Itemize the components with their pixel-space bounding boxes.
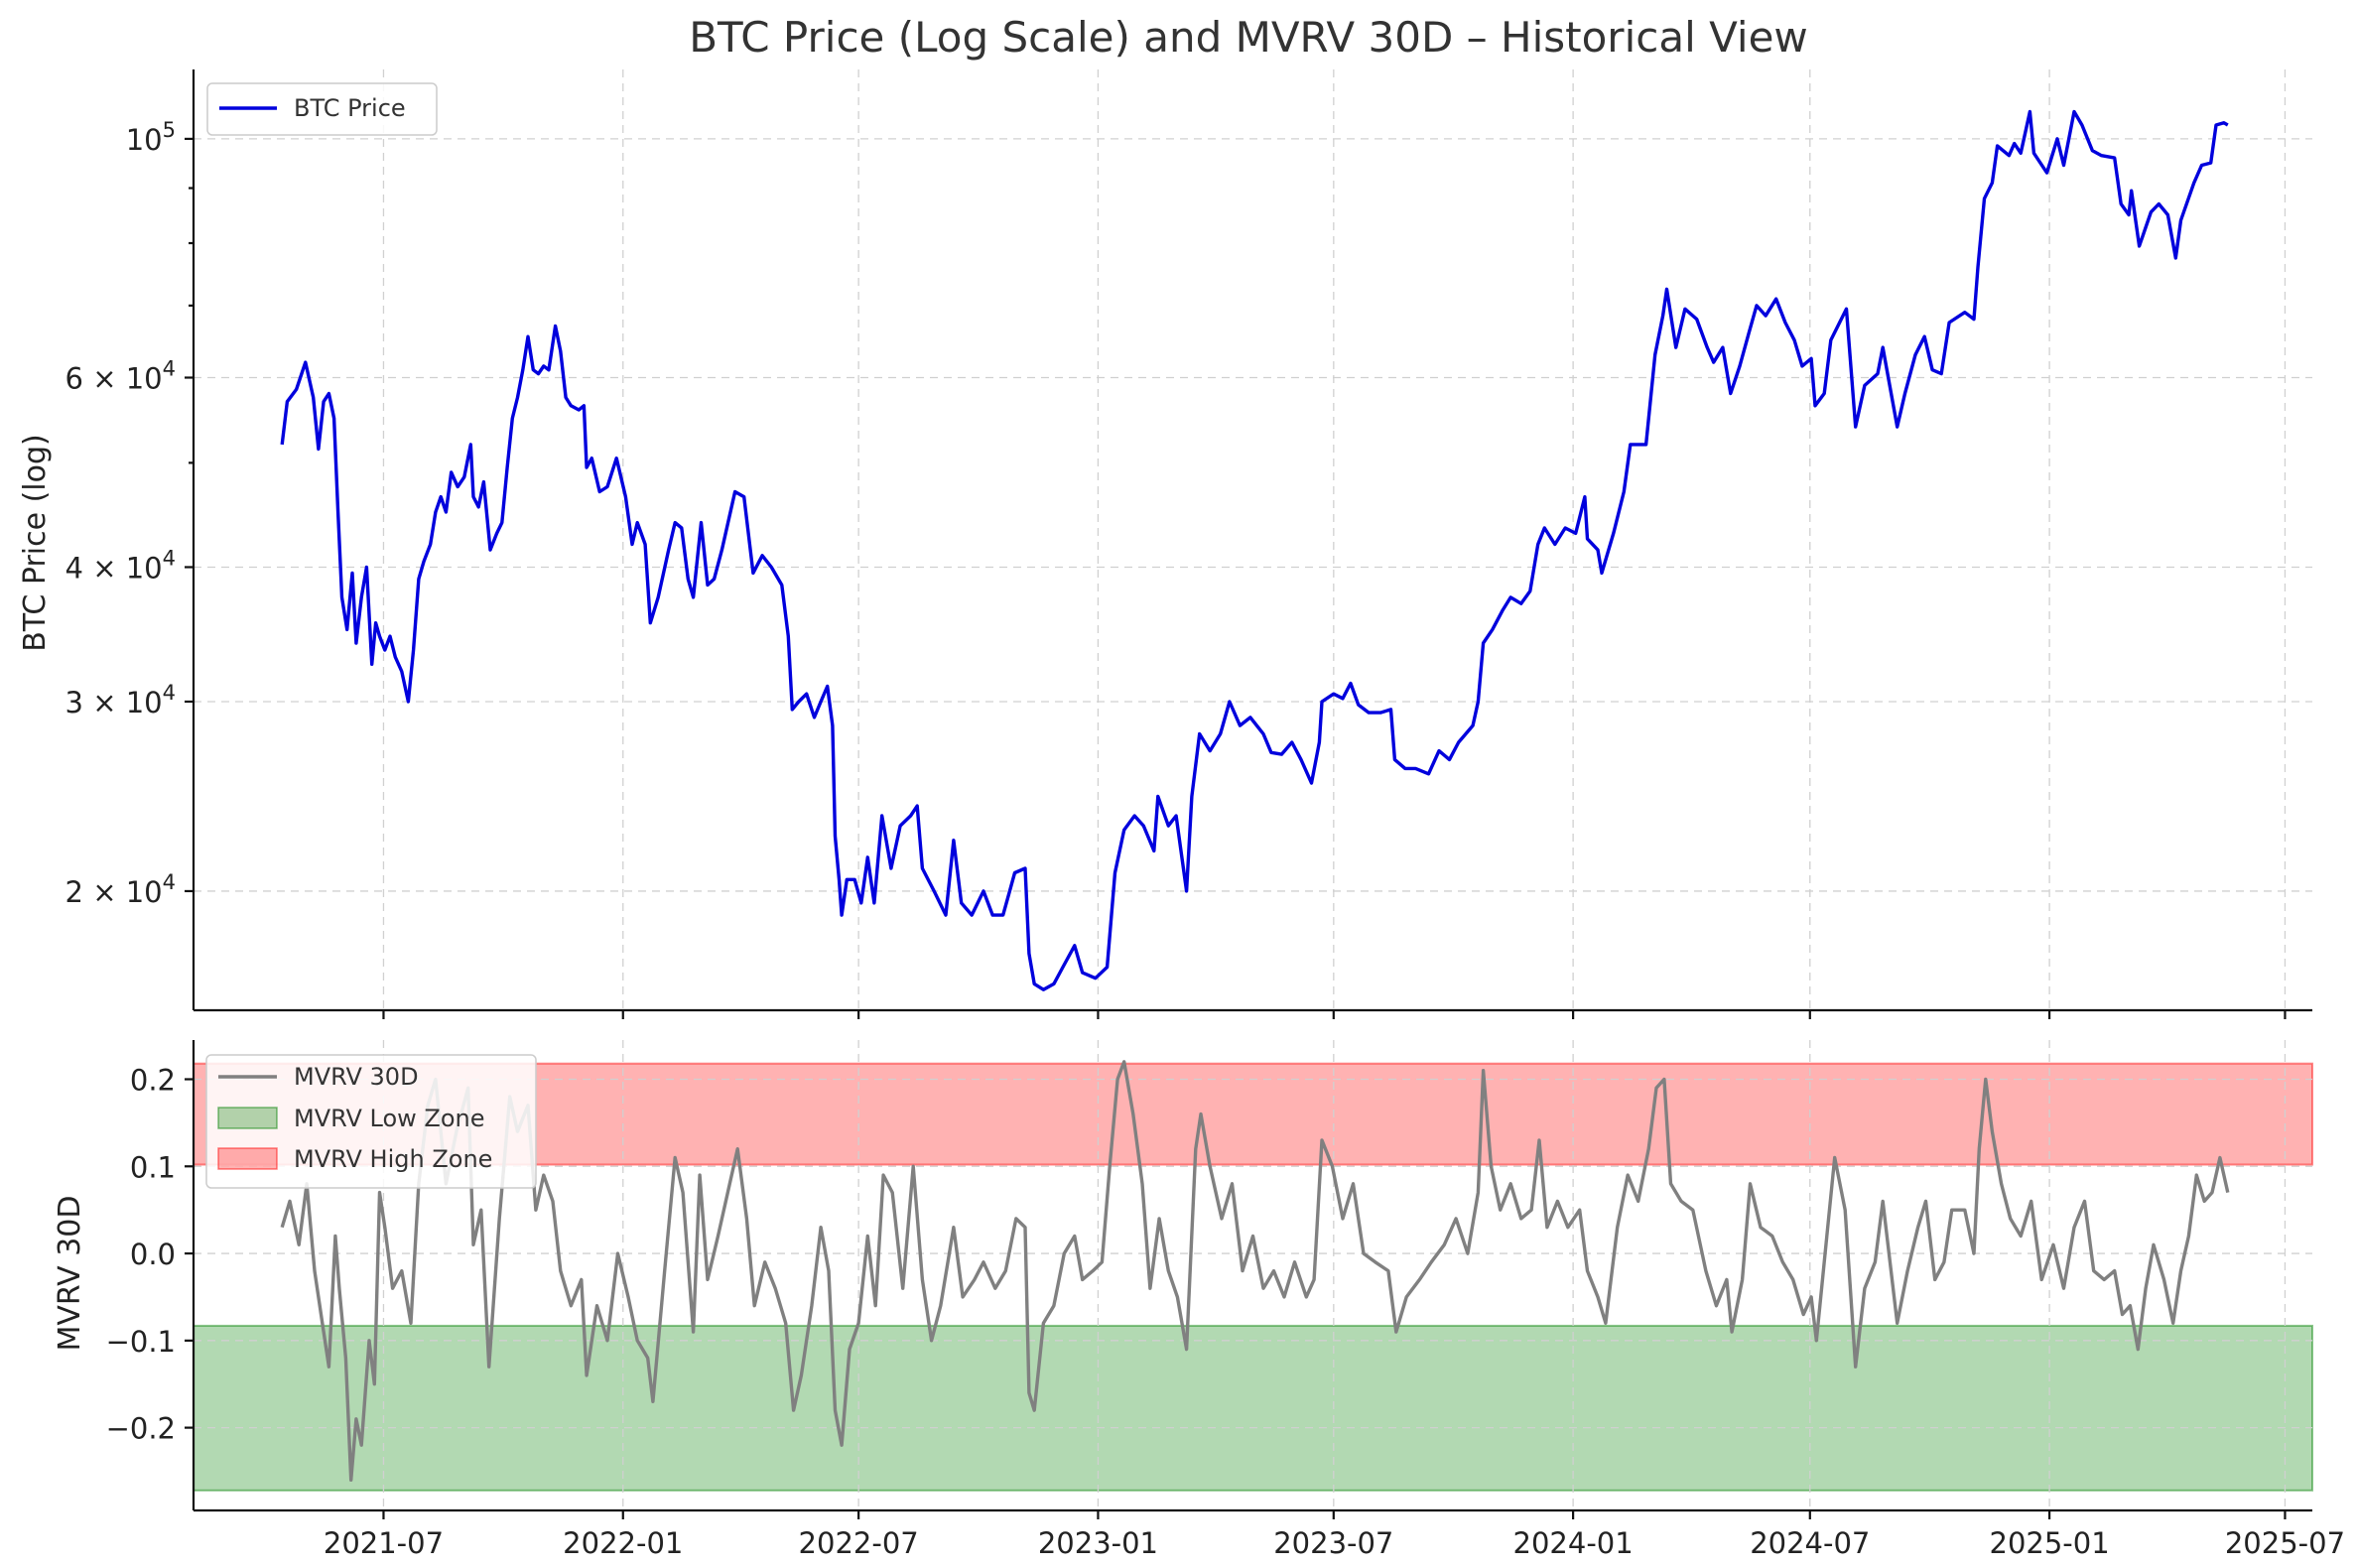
price-axes [192,69,2312,1019]
high-zone-band [193,1062,2313,1166]
high-zone-legend-swatch [217,1147,278,1170]
x-tick-label: 2022-07 [799,1526,919,1560]
price-y-tick-label: 2 × 104 [65,870,176,909]
x-tick-label: 2022-01 [563,1526,683,1560]
x-tick-label: 2024-01 [1513,1526,1634,1560]
high-zone-legend-label: MVRV High Zone [294,1145,492,1173]
price-y-tick-exponent: 4 [163,546,176,570]
price-y-tick-mantissa: 4 × 10 [65,551,163,585]
x-tick-label: 2025-01 [1990,1526,2110,1560]
price-legend-box [206,82,438,136]
price-y-tick-mantissa: 6 × 10 [65,362,163,396]
price-y-tick-exponent: 4 [163,681,176,705]
price-y-tick-exponent: 4 [163,870,176,894]
price-y-tick-exponent: 4 [163,357,176,381]
btc-price-line [280,109,2229,991]
low-zone-legend-swatch [217,1107,278,1129]
x-tick-label: 2025-07 [2225,1526,2345,1560]
mvrv-y-ticks: 0.2 0.1 0.0 −0.1 −0.2 [106,1064,194,1446]
price-y-axis-label: BTC Price (log) [18,434,53,652]
mvrv-y-axis-label: MVRV 30D [53,1196,87,1352]
x-tick-label: 2023-01 [1038,1526,1158,1560]
mvrv-bands [193,1062,2313,1492]
mvrv-y-tick-label: 0.2 [130,1064,176,1098]
low-zone-band [193,1324,2313,1492]
price-y-tick-label: 3 × 104 [65,681,176,719]
price-y-tick-label: 6 × 104 [65,357,176,396]
price-y-tick-label: 105 [126,118,176,157]
price-legend-label: BTC Price [294,94,406,122]
mvrv-y-tick-label: 0.1 [130,1150,176,1184]
x-tick-label: 2024-07 [1750,1526,1870,1560]
mvrv-y-tick-label: −0.2 [106,1412,176,1446]
chart-title: BTC Price (Log Scale) and MVRV 30D – His… [689,13,1808,62]
x-axis-ticks: 2021-07 2022-01 2022-07 2023-01 2023-07 2024-… [324,1510,2345,1560]
x-tick-label: 2021-07 [324,1526,444,1560]
mvrv-series [280,1060,2230,1483]
low-zone-legend-label: MVRV Low Zone [294,1105,485,1132]
mvrv-panel: 0.20.10.0−0.1−0.2 2021-07 2022-01 2022-07 2… [53,1040,2345,1560]
mvrv-30d-line [280,1060,2230,1483]
price-y-tick-mantissa: 3 × 10 [65,686,163,719]
price-y-tick-label: 4 × 104 [65,546,176,585]
price-legend: BTC Price [206,82,438,136]
mvrv-axes [192,1040,2312,1512]
mvrv-grid [194,1040,2312,1510]
mvrv-legend: MVRV 30D MVRV Low Zone MVRV High Zone [205,1054,537,1189]
mvrv-y-tick-label: −0.1 [106,1325,176,1359]
mvrv-y-tick-label: 0.0 [130,1238,176,1271]
mvrv-legend-box [205,1054,537,1189]
price-y-tick-mantissa: 10 [126,123,163,157]
x-tick-label: 2023-07 [1273,1526,1393,1560]
mvrv-legend-label: MVRV 30D [294,1063,419,1091]
price-y-tick-exponent: 5 [163,118,176,142]
price-grid [194,69,2312,1010]
price-y-tick-mantissa: 2 × 10 [65,875,163,909]
price-series [280,109,2229,991]
